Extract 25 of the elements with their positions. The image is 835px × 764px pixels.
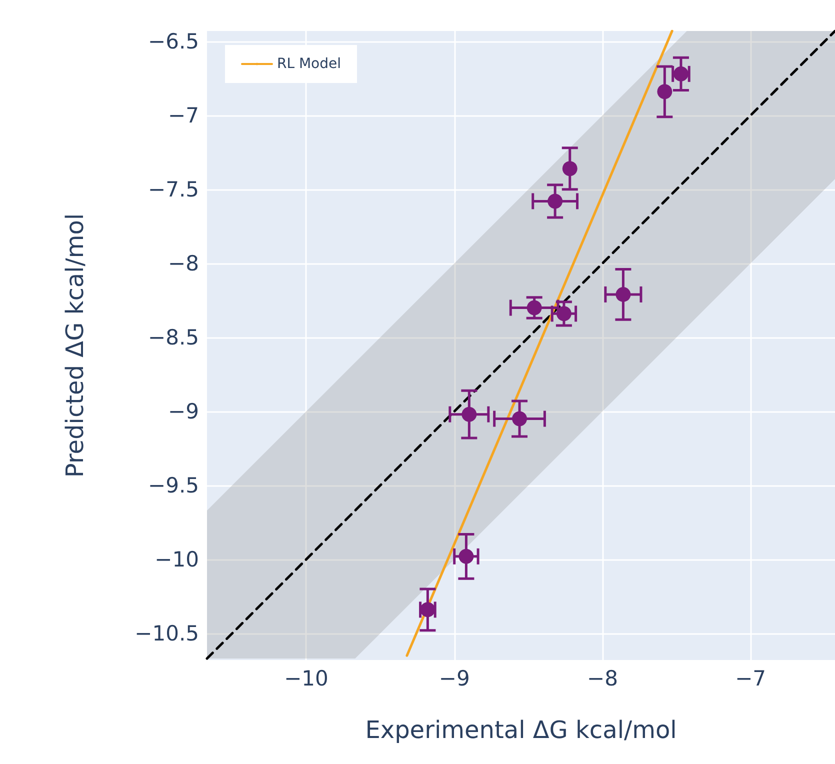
y-tick-label: −9 <box>168 399 199 424</box>
x-tick-label: −10 <box>284 666 328 690</box>
point <box>562 161 578 176</box>
y-tick-label: −8 <box>168 251 199 276</box>
x-tick-label: −8 <box>586 666 618 690</box>
y-tick-label: −8.5 <box>148 325 199 350</box>
point <box>556 306 572 322</box>
y-tick-label: −10 <box>154 547 199 572</box>
point <box>458 548 474 564</box>
legend-label: RL Model <box>277 56 342 72</box>
y-tick-label: −7 <box>168 103 199 128</box>
point <box>512 411 528 426</box>
y-tick-label: −7.5 <box>148 177 199 202</box>
y-axis-title: Predicted ΔG kcal/mol <box>61 213 89 478</box>
point <box>462 406 477 422</box>
x-tick-label: −7 <box>735 666 766 690</box>
y-tick-label: −10.5 <box>134 621 199 646</box>
point <box>616 286 631 302</box>
y-tick-label: −9.5 <box>148 473 199 498</box>
point <box>657 84 672 100</box>
y-tick-label: −6.5 <box>148 29 199 54</box>
point <box>526 300 542 316</box>
point <box>548 194 563 209</box>
x-tick-label: −9 <box>438 666 470 690</box>
x-axis-title: Experimental ΔG kcal/mol <box>365 716 677 744</box>
